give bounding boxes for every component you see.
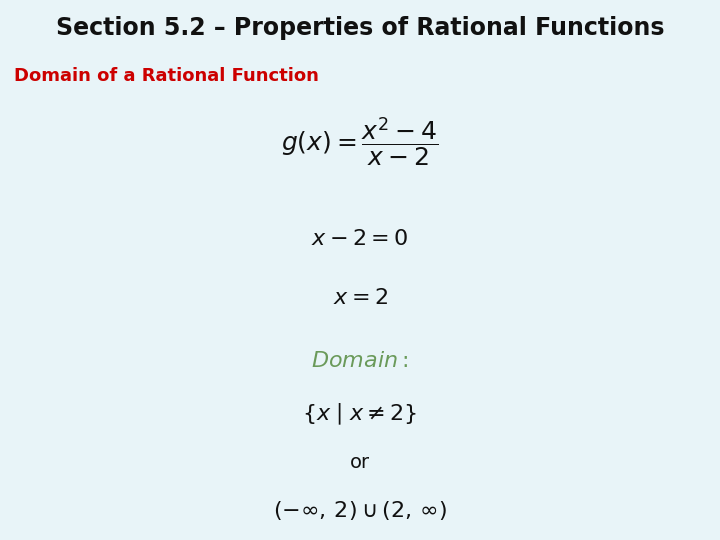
Text: $\{x \mid x \neq 2\}$: $\{x \mid x \neq 2\}$	[302, 401, 418, 427]
Text: or: or	[350, 453, 370, 472]
Text: $\it{Domain:}$: $\it{Domain:}$	[311, 350, 409, 370]
Text: $(-\infty,\, 2) \cup (2,\, \infty)$: $(-\infty,\, 2) \cup (2,\, \infty)$	[273, 500, 447, 522]
Text: Domain of a Rational Function: Domain of a Rational Function	[14, 67, 319, 85]
Text: $g(x) = \dfrac{x^2 - 4}{x - 2}$: $g(x) = \dfrac{x^2 - 4}{x - 2}$	[282, 116, 438, 169]
Text: $x = 2$: $x = 2$	[333, 287, 387, 308]
Text: Section 5.2 – Properties of Rational Functions: Section 5.2 – Properties of Rational Fun…	[55, 16, 665, 39]
Text: $x - 2 = 0$: $x - 2 = 0$	[311, 230, 409, 249]
